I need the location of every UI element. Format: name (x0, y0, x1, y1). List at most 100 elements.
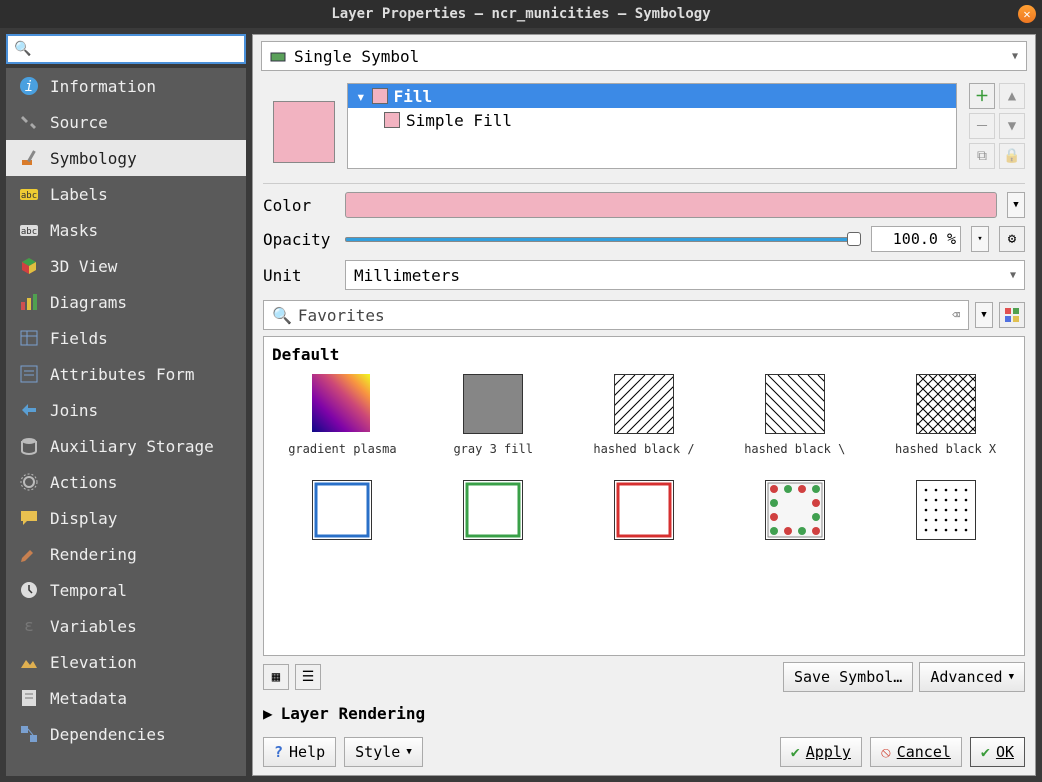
brush-icon (18, 147, 40, 169)
sidebar-item-3d-view[interactable]: 3D View (6, 248, 246, 284)
gallery-item[interactable]: hashed black / (574, 374, 715, 470)
data-defined-opacity-button[interactable]: ⚙ (999, 226, 1025, 252)
gallery-item[interactable] (724, 480, 865, 576)
list-view-button[interactable]: ☰ (295, 664, 321, 690)
sidebar-item-label: Attributes Form (50, 365, 195, 384)
clear-icon[interactable]: ⌫ (952, 308, 960, 323)
tip-icon (18, 507, 40, 529)
eps-icon: ε (18, 615, 40, 637)
move-down-button[interactable]: ▼ (999, 113, 1025, 139)
fields-icon (18, 327, 40, 349)
expand-icon: ▶ (263, 704, 273, 723)
sidebar-item-joins[interactable]: Joins (6, 392, 246, 428)
sidebar-item-label: Metadata (50, 689, 127, 708)
symbol-preview (273, 101, 335, 163)
favorites-filter-input[interactable]: 🔍 Favorites ⌫ (263, 300, 969, 330)
chevron-down-icon: ▼ (1012, 51, 1018, 62)
sidebar-item-label: Masks (50, 221, 98, 240)
opacity-value[interactable]: 100.0 % (871, 226, 961, 252)
help-button[interactable]: ?Help (263, 737, 336, 767)
sidebar-item-diagrams[interactable]: Diagrams (6, 284, 246, 320)
layer-rendering-header[interactable]: ▶ Layer Rendering (253, 698, 1035, 729)
sidebar-item-fields[interactable]: Fields (6, 320, 246, 356)
join-icon (18, 399, 40, 421)
svg-text:abc: abc (21, 191, 37, 201)
duplicate-button[interactable]: ⧉ (969, 143, 995, 169)
search-icon: 🔍 (272, 306, 292, 325)
gallery-item[interactable] (423, 480, 564, 576)
expand-icon: ▾ (356, 87, 366, 106)
sidebar-item-auxiliary-storage[interactable]: Auxiliary Storage (6, 428, 246, 464)
gallery-item[interactable] (272, 480, 413, 576)
add-layer-button[interactable]: ＋ (969, 83, 995, 109)
cancel-button[interactable]: ⦸Cancel (870, 737, 962, 767)
gallery-swatch (463, 374, 523, 434)
symbol-layer-tree[interactable]: ▾ Fill Simple Fill (347, 83, 957, 169)
icon-view-button[interactable]: ▦ (263, 664, 289, 690)
move-up-button[interactable]: ▲ (999, 83, 1025, 109)
renderer-type-select[interactable]: Single Symbol ▼ (261, 41, 1027, 71)
gallery-item[interactable]: hashed black X (875, 374, 1016, 470)
style-manager-button[interactable] (999, 302, 1025, 328)
gallery-item[interactable] (574, 480, 715, 576)
save-symbol-button[interactable]: Save Symbol… (783, 662, 913, 692)
gallery-swatch (312, 374, 372, 434)
gallery-item[interactable] (875, 480, 1016, 576)
simple-fill-label: Simple Fill (406, 111, 512, 130)
clock-icon (18, 579, 40, 601)
sidebar-item-metadata[interactable]: Metadata (6, 680, 246, 716)
sidebar-item-label: Temporal (50, 581, 127, 600)
gallery-swatch (614, 480, 674, 540)
sidebar-item-label: Variables (50, 617, 137, 636)
gallery-item[interactable]: gray 3 fill (423, 374, 564, 470)
sidebar-item-label: Dependencies (50, 725, 166, 744)
gallery-swatch (614, 374, 674, 434)
opacity-step-button[interactable]: ▾ (971, 226, 989, 252)
sidebar-item-rendering[interactable]: Rendering (6, 536, 246, 572)
favorites-tag-button[interactable]: ▼ (975, 302, 993, 328)
advanced-button[interactable]: Advanced▼ (919, 662, 1025, 692)
unit-select[interactable]: Millimeters ▼ (345, 260, 1025, 290)
ok-button[interactable]: ✔OK (970, 737, 1025, 767)
sidebar-item-label: 3D View (50, 257, 117, 276)
wrench-icon (18, 111, 40, 133)
abc-y-icon: abc (18, 183, 40, 205)
tree-row-fill[interactable]: ▾ Fill (348, 84, 956, 108)
abc-g-icon: abc (18, 219, 40, 241)
sidebar-item-attributes-form[interactable]: Attributes Form (6, 356, 246, 392)
tree-row-simple-fill[interactable]: Simple Fill (348, 108, 956, 132)
gallery-item[interactable]: hashed black \ (724, 374, 865, 470)
gallery-swatch (312, 480, 372, 540)
sidebar-item-actions[interactable]: Actions (6, 464, 246, 500)
sidebar-item-variables[interactable]: ε Variables (6, 608, 246, 644)
sidebar-item-labels[interactable]: abcLabels (6, 176, 246, 212)
lock-button[interactable]: 🔒 (999, 143, 1025, 169)
gallery-item[interactable]: gradient plasma (272, 374, 413, 470)
gear-icon (18, 471, 40, 493)
chevron-down-icon: ▼ (1010, 270, 1016, 281)
sidebar-search[interactable]: 🔍 (6, 34, 246, 64)
sidebar-item-masks[interactable]: abc Masks (6, 212, 246, 248)
color-menu-button[interactable]: ▼ (1007, 192, 1025, 218)
sidebar-item-label: Display (50, 509, 117, 528)
apply-button[interactable]: ✔Apply (780, 737, 862, 767)
sidebar-item-label: Auxiliary Storage (50, 437, 214, 456)
color-picker[interactable] (345, 192, 997, 218)
sidebar-item-information[interactable]: iInformation (6, 68, 246, 104)
sidebar-item-label: Fields (50, 329, 108, 348)
opacity-slider[interactable] (345, 228, 861, 250)
sidebar-item-source[interactable]: Source (6, 104, 246, 140)
simple-fill-swatch (384, 112, 400, 128)
sidebar-item-temporal[interactable]: Temporal (6, 572, 246, 608)
remove-layer-button[interactable]: － (969, 113, 995, 139)
sidebar-item-symbology[interactable]: Symbology (6, 140, 246, 176)
sidebar-item-elevation[interactable]: Elevation (6, 644, 246, 680)
sidebar-item-display[interactable]: Display (6, 500, 246, 536)
style-button[interactable]: Style▼ (344, 737, 423, 767)
sidebar-item-dependencies[interactable]: Dependencies (6, 716, 246, 752)
favorites-placeholder: Favorites (298, 306, 385, 325)
fill-label: Fill (394, 87, 433, 106)
close-button[interactable]: ✕ (1018, 5, 1036, 23)
sidebar-item-label: Information (50, 77, 156, 96)
symbol-gallery: Default gradient plasmagray 3 fillhashed… (263, 336, 1025, 656)
